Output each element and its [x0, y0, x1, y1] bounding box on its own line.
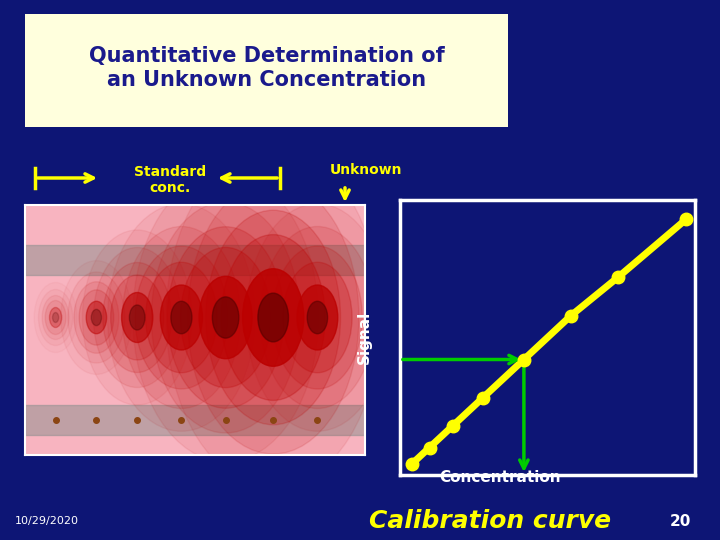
Text: Calibration curve: Calibration curve — [369, 509, 611, 533]
Ellipse shape — [135, 246, 228, 389]
Ellipse shape — [166, 147, 380, 488]
Ellipse shape — [132, 173, 318, 462]
Ellipse shape — [107, 204, 255, 431]
Ellipse shape — [94, 247, 181, 388]
Ellipse shape — [111, 275, 163, 360]
Text: Quantitative Determination of
an Unknown Concentration: Quantitative Determination of an Unknown… — [89, 46, 444, 90]
Ellipse shape — [246, 204, 389, 431]
Ellipse shape — [221, 234, 325, 400]
Ellipse shape — [130, 305, 145, 330]
Ellipse shape — [283, 262, 352, 373]
Ellipse shape — [122, 226, 240, 408]
Text: 10/29/2020: 10/29/2020 — [14, 516, 78, 526]
Ellipse shape — [187, 181, 359, 454]
Text: 20: 20 — [670, 514, 691, 529]
Ellipse shape — [199, 276, 252, 359]
Ellipse shape — [83, 230, 192, 405]
Ellipse shape — [243, 269, 304, 366]
Ellipse shape — [307, 301, 328, 334]
Ellipse shape — [212, 297, 239, 338]
Ellipse shape — [167, 227, 284, 408]
Ellipse shape — [53, 313, 58, 322]
Text: Unknown: Unknown — [330, 163, 402, 177]
Ellipse shape — [151, 202, 300, 433]
Ellipse shape — [50, 307, 62, 327]
Ellipse shape — [261, 226, 374, 408]
Text: Signal: Signal — [357, 311, 372, 364]
Ellipse shape — [45, 300, 66, 334]
Ellipse shape — [122, 293, 153, 342]
Ellipse shape — [86, 301, 107, 334]
Ellipse shape — [74, 282, 119, 353]
Ellipse shape — [91, 309, 102, 326]
Ellipse shape — [297, 285, 338, 350]
Ellipse shape — [103, 262, 171, 373]
Ellipse shape — [161, 285, 202, 350]
Text: Concentration: Concentration — [440, 470, 561, 485]
Ellipse shape — [272, 246, 362, 389]
Ellipse shape — [171, 301, 192, 334]
Ellipse shape — [258, 293, 289, 342]
Ellipse shape — [206, 210, 341, 425]
Ellipse shape — [145, 262, 217, 373]
Bar — [25, 405, 365, 435]
Ellipse shape — [79, 290, 114, 345]
Ellipse shape — [68, 272, 125, 363]
Ellipse shape — [42, 295, 69, 340]
Bar — [25, 245, 365, 275]
Text: Standard
conc.: Standard conc. — [134, 165, 206, 195]
Ellipse shape — [181, 247, 271, 388]
